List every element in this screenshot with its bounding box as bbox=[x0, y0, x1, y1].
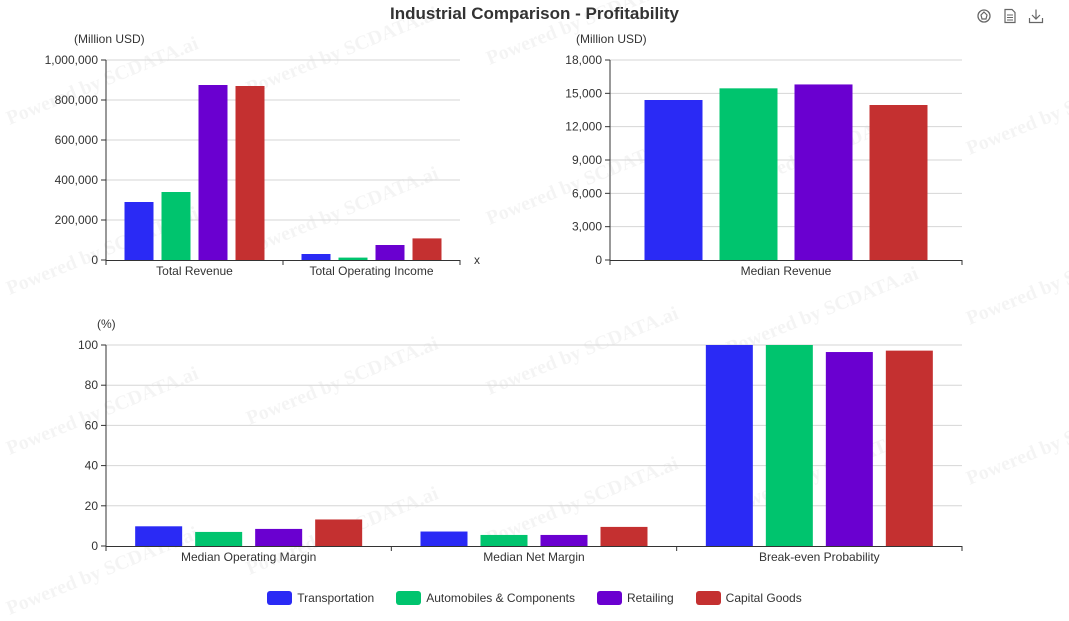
y-tick-label: 0 bbox=[595, 253, 602, 267]
y-tick-label: 400,000 bbox=[55, 173, 99, 187]
legend-swatch bbox=[267, 591, 293, 605]
y-tick-label: 20 bbox=[85, 499, 99, 513]
bar-automobiles-components bbox=[161, 192, 191, 260]
legend-label: Automobiles & Components bbox=[426, 591, 575, 605]
bar-transportation bbox=[644, 100, 703, 260]
bar-capital-goods bbox=[412, 238, 442, 260]
x-category-label: Median Revenue bbox=[741, 264, 832, 278]
bar-automobiles-components bbox=[480, 534, 528, 546]
bar-retailing bbox=[375, 245, 405, 260]
y-axis-label: (%) bbox=[97, 317, 116, 331]
y-tick-label: 1,000,000 bbox=[45, 53, 99, 67]
bar-retailing bbox=[794, 84, 853, 260]
legend-item-retailing[interactable]: Retailing bbox=[596, 591, 674, 605]
bar-retailing bbox=[540, 534, 588, 546]
legend-item-automobiles-components[interactable]: Automobiles & Components bbox=[396, 591, 575, 605]
y-tick-label: 100 bbox=[78, 338, 98, 352]
bar-capital-goods bbox=[869, 105, 928, 260]
x-category-label: Median Net Margin bbox=[483, 550, 584, 564]
x-category-label: Total Revenue bbox=[156, 264, 233, 278]
bar-transportation bbox=[301, 254, 331, 260]
y-tick-label: 12,000 bbox=[565, 120, 602, 134]
legend-label: Retailing bbox=[626, 591, 674, 605]
y-tick-label: 40 bbox=[85, 459, 99, 473]
reset-icon[interactable] bbox=[974, 6, 994, 26]
bar-retailing bbox=[198, 85, 228, 260]
chart-title: Industrial Comparison - Profitability bbox=[389, 4, 680, 23]
y-axis-label: (Million USD) bbox=[576, 32, 647, 46]
y-tick-label: 60 bbox=[85, 418, 99, 432]
bar-capital-goods bbox=[885, 350, 933, 546]
bar-automobiles-components bbox=[765, 345, 813, 546]
bar-transportation bbox=[124, 202, 154, 260]
bar-transportation bbox=[420, 531, 468, 546]
y-tick-label: 18,000 bbox=[565, 53, 602, 67]
legend-label: Transportation bbox=[297, 591, 375, 605]
bar-retailing bbox=[255, 528, 303, 546]
toolbox bbox=[974, 6, 1046, 26]
legend-swatch bbox=[695, 591, 721, 605]
bar-capital-goods bbox=[600, 526, 648, 546]
y-tick-label: 0 bbox=[91, 539, 98, 553]
y-tick-label: 6,000 bbox=[572, 186, 602, 200]
y-tick-label: 0 bbox=[91, 253, 98, 267]
y-tick-label: 800,000 bbox=[55, 93, 99, 107]
bar-transportation bbox=[705, 345, 753, 546]
legend: Transportation Automobiles & Components Re… bbox=[0, 591, 1069, 605]
bar-transportation bbox=[135, 526, 183, 546]
legend-label: Capital Goods bbox=[725, 591, 802, 605]
legend-item-transportation[interactable]: Transportation bbox=[267, 591, 374, 605]
x-axis-label: x bbox=[474, 253, 480, 267]
x-category-label: Median Operating Margin bbox=[181, 550, 316, 564]
download-icon[interactable] bbox=[1026, 6, 1046, 26]
y-tick-label: 15,000 bbox=[565, 86, 602, 100]
x-category-label: Break-even Probability bbox=[759, 550, 880, 564]
bar-capital-goods bbox=[315, 519, 363, 546]
bar-automobiles-components bbox=[338, 257, 368, 260]
legend-swatch bbox=[596, 591, 622, 605]
x-category-label: Total Operating Income bbox=[309, 264, 433, 278]
legend-item-capital-goods[interactable]: Capital Goods bbox=[695, 591, 802, 605]
y-tick-label: 200,000 bbox=[55, 213, 99, 227]
bar-automobiles-components bbox=[195, 531, 243, 546]
y-tick-label: 80 bbox=[85, 378, 99, 392]
legend-swatch bbox=[396, 591, 422, 605]
bar-automobiles-components bbox=[719, 88, 778, 260]
y-tick-label: 3,000 bbox=[572, 220, 602, 234]
y-tick-label: 9,000 bbox=[572, 153, 602, 167]
bar-retailing bbox=[825, 352, 873, 546]
y-axis-label: (Million USD) bbox=[74, 32, 145, 46]
data-view-icon[interactable] bbox=[1000, 6, 1020, 26]
y-tick-label: 600,000 bbox=[55, 133, 99, 147]
bar-capital-goods bbox=[235, 86, 265, 260]
chart-area: 0 200,000 400,000 600,000 800,000 1,000,000 (M… bbox=[45, 32, 963, 564]
